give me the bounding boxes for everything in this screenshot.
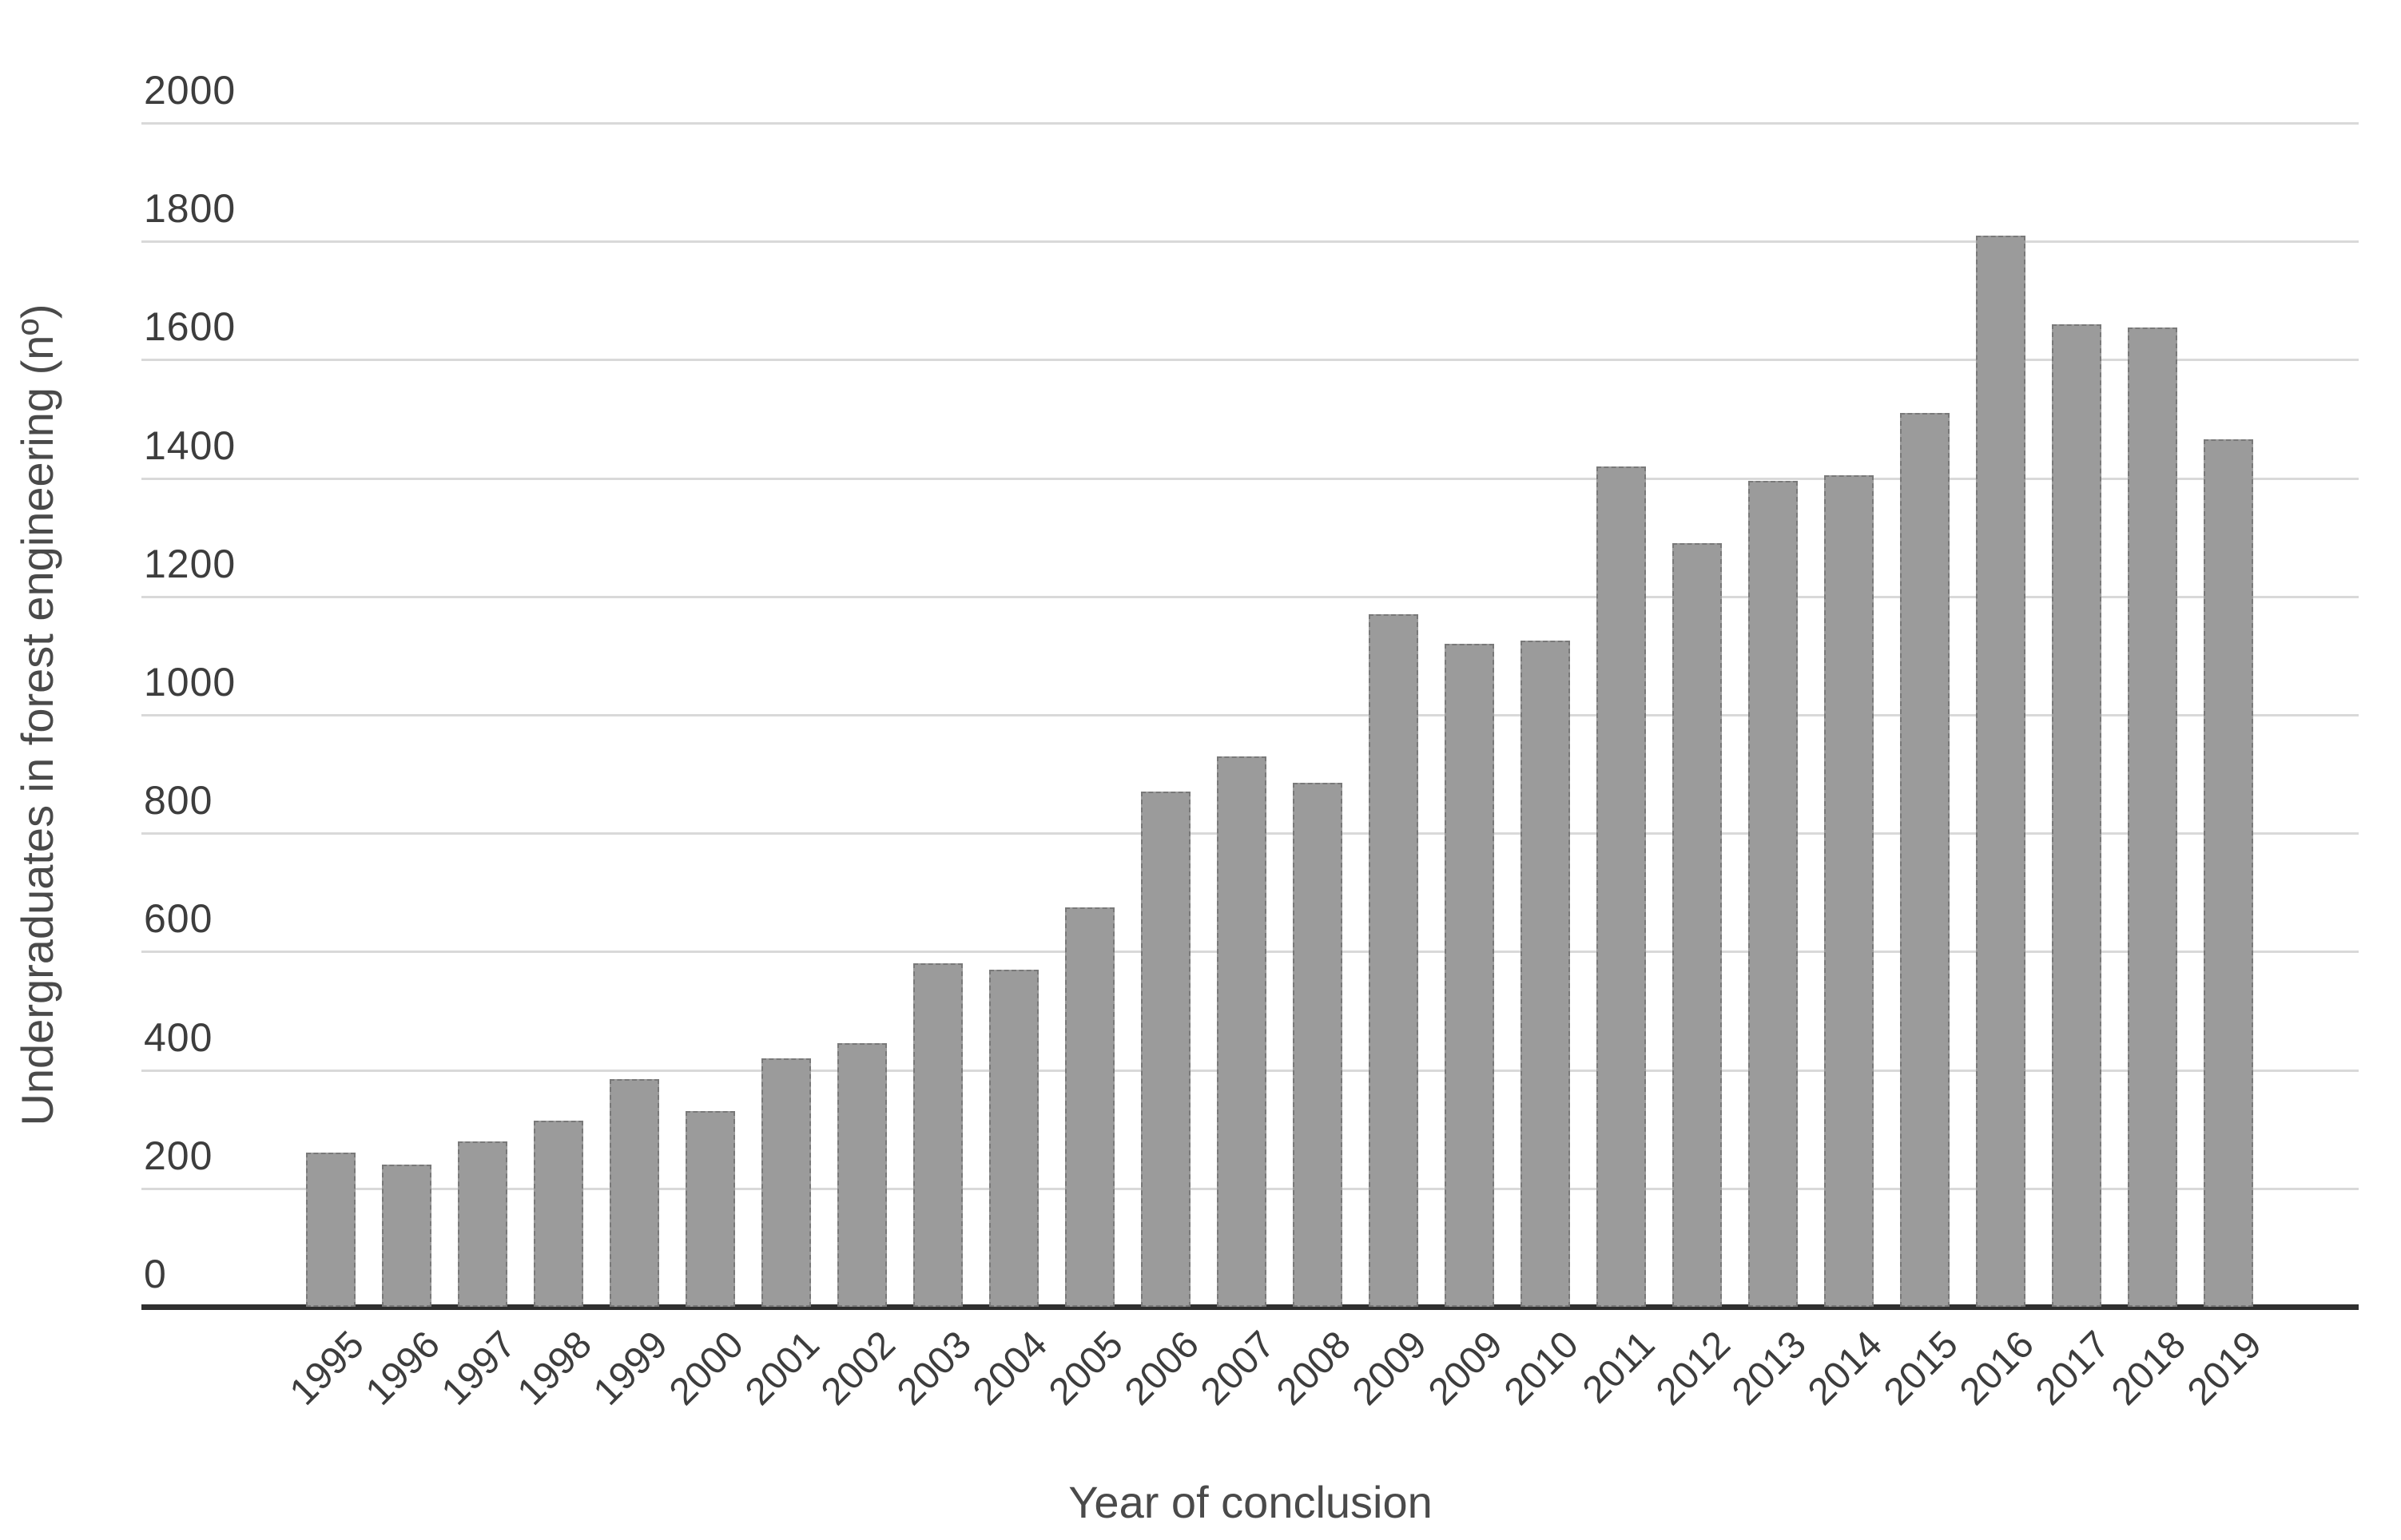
x-tick-label-2014: 2014 [1800,1323,1891,1414]
gridline-2000 [141,122,2359,125]
y-tick-label-2000: 2000 [144,68,237,113]
bar-2003 [913,963,963,1307]
x-axis-title: Year of conclusion [1068,1477,1433,1527]
bar-2010 [1521,641,1570,1307]
gridline-1000 [141,714,2359,716]
x-tick-label-1995: 1995 [282,1323,373,1414]
bar-2013 [1748,481,1798,1307]
y-tick-label-1800: 1800 [144,186,237,232]
bar-2007 [1217,756,1266,1307]
x-tick-label-2004: 2004 [965,1323,1056,1414]
x-tick-label-2007: 2007 [1193,1323,1284,1414]
x-tick-label-2019: 2019 [2180,1323,2271,1414]
bar-2008 [1293,783,1342,1307]
bar-1996 [382,1165,431,1307]
bar-2004 [989,969,1039,1307]
x-tick-label-2015: 2015 [1876,1323,1967,1414]
x-tick-label-2009: 2009 [1345,1323,1436,1414]
x-tick-label-2006: 2006 [1117,1323,1208,1414]
bar-2018 [2128,327,2177,1307]
bar-2005 [1065,907,1115,1307]
x-tick-label-1996: 1996 [358,1323,449,1414]
bar-2009 [1369,614,1418,1307]
bar-1999 [610,1078,659,1307]
y-tick-label-1400: 1400 [144,423,237,468]
bar-2002 [837,1043,887,1307]
gridline-1200 [141,595,2359,598]
bar-2019 [2204,439,2253,1307]
x-tick-label-2018: 2018 [2104,1323,2195,1414]
bar-2016 [1976,235,2025,1307]
bar-1997 [458,1141,507,1307]
bar-2012 [1672,543,1722,1307]
x-tick-label-2005: 2005 [1041,1323,1132,1414]
x-tick-label-2013: 2013 [1724,1323,1815,1414]
x-tick-label-1997: 1997 [434,1323,525,1414]
x-tick-label-1998: 1998 [510,1323,601,1414]
y-tick-label-0: 0 [144,1252,167,1296]
x-tick-label-2017: 2017 [2028,1323,2119,1414]
gridline-1400 [141,477,2359,480]
bar-2014 [1824,474,1874,1307]
gridline-1800 [141,240,2359,244]
bar-2017 [2052,323,2101,1307]
x-tick-label-2002: 2002 [813,1323,904,1414]
x-tick-label-2009-b: 2009 [1421,1323,1512,1414]
gridline-1600 [141,359,2359,362]
x-tick-label-2016: 2016 [1952,1323,2043,1414]
y-tick-label-400: 400 [144,1014,213,1060]
x-axis-line [141,1304,2359,1310]
bar-2000 [686,1111,735,1307]
bar-2015 [1900,413,1950,1307]
bar-2009-b [1445,644,1494,1307]
bar-1995 [306,1153,356,1307]
bar-1998 [534,1120,583,1307]
x-tick-label-2000: 2000 [662,1323,753,1414]
x-tick-label-2001: 2001 [737,1323,829,1414]
x-tick-label-2010: 2010 [1497,1323,1588,1414]
x-tick-label-2011: 2011 [1574,1323,1664,1412]
y-tick-label-1000: 1000 [144,660,237,705]
y-tick-label-1200: 1200 [144,541,237,586]
x-tick-label-1999: 1999 [586,1323,677,1414]
y-tick-label-600: 600 [144,896,213,942]
y-axis-title: Undergraduates in forest engineering (nº… [12,304,62,1126]
bar-2011 [1596,466,1646,1307]
y-tick-label-200: 200 [144,1133,213,1178]
x-tick-label-2008: 2008 [1269,1323,1360,1414]
bar-2006 [1141,792,1191,1307]
y-tick-label-1600: 1600 [144,304,237,350]
x-tick-label-2003: 2003 [889,1323,980,1414]
x-tick-label-2012: 2012 [1648,1323,1739,1414]
bar-2001 [761,1058,811,1307]
y-tick-label-800: 800 [144,778,213,824]
